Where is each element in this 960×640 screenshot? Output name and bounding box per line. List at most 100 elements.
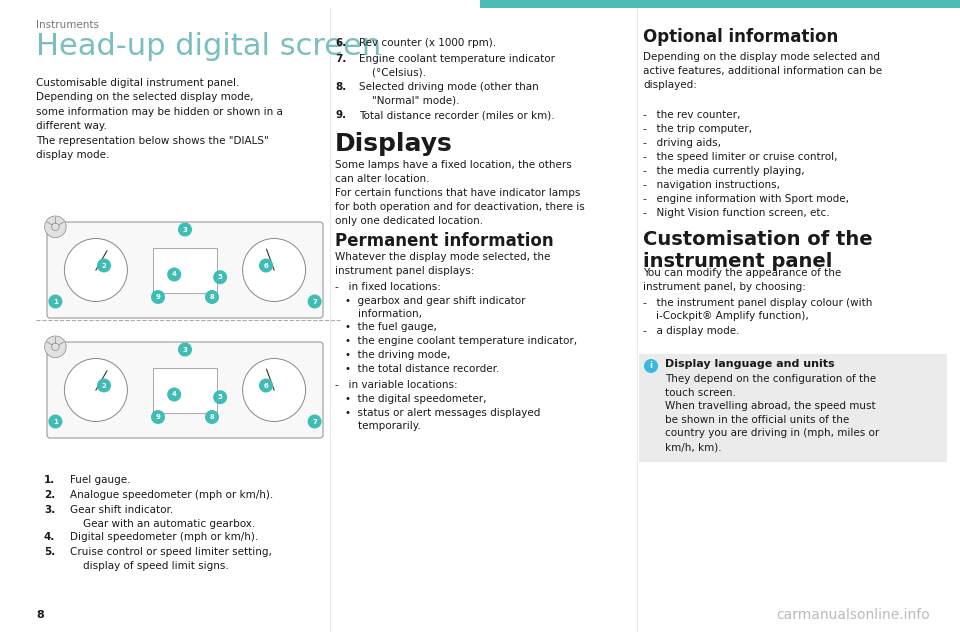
Text: •  the fuel gauge,: • the fuel gauge, — [345, 322, 437, 332]
Text: 7: 7 — [312, 298, 317, 305]
Text: 5: 5 — [218, 394, 223, 400]
Text: •  the driving mode,: • the driving mode, — [345, 350, 450, 360]
Text: Analogue speedometer (mph or km/h).: Analogue speedometer (mph or km/h). — [70, 490, 274, 500]
Text: -   the instrument panel display colour (with
    i-Cockpit® Amplify function),: - the instrument panel display colour (w… — [643, 298, 873, 321]
Text: 4: 4 — [172, 271, 177, 278]
Text: Instruments: Instruments — [36, 20, 99, 30]
Text: 9: 9 — [156, 294, 160, 300]
Text: Fuel gauge.: Fuel gauge. — [70, 475, 131, 485]
Text: 9: 9 — [156, 414, 160, 420]
Text: -   driving aids,: - driving aids, — [643, 138, 721, 148]
Circle shape — [205, 290, 219, 304]
Text: Engine coolant temperature indicator
    (°Celsius).: Engine coolant temperature indicator (°C… — [359, 54, 555, 77]
Text: Customisable digital instrument panel.
Depending on the selected display mode,
s: Customisable digital instrument panel. D… — [36, 78, 283, 160]
Text: •  the total distance recorder.: • the total distance recorder. — [345, 364, 499, 374]
Text: Depending on the display mode selected and
active features, additional informati: Depending on the display mode selected a… — [643, 52, 882, 90]
Text: •  the digital speedometer,: • the digital speedometer, — [345, 394, 487, 404]
Text: •  the engine coolant temperature indicator,: • the engine coolant temperature indicat… — [345, 336, 577, 346]
Text: 2: 2 — [102, 383, 107, 388]
Text: 4.: 4. — [44, 532, 56, 542]
Text: 5.: 5. — [44, 547, 56, 557]
Circle shape — [64, 358, 128, 422]
Circle shape — [178, 223, 192, 237]
Text: -   the rev counter,: - the rev counter, — [643, 110, 740, 120]
Text: -   a display mode.: - a display mode. — [643, 326, 739, 336]
Circle shape — [151, 410, 165, 424]
Text: -   in variable locations:: - in variable locations: — [335, 380, 458, 390]
Text: Permanent information: Permanent information — [335, 232, 554, 250]
Text: 8: 8 — [209, 294, 214, 300]
Text: Cruise control or speed limiter setting,
    display of speed limit signs.: Cruise control or speed limiter setting,… — [70, 547, 272, 571]
Circle shape — [167, 387, 181, 401]
Circle shape — [167, 268, 181, 282]
Text: Rev counter (x 1000 rpm).: Rev counter (x 1000 rpm). — [359, 38, 496, 48]
Circle shape — [52, 223, 60, 230]
Text: 3: 3 — [182, 346, 187, 353]
Text: -   engine information with Sport mode,: - engine information with Sport mode, — [643, 194, 849, 204]
Circle shape — [178, 342, 192, 356]
Text: •  gearbox and gear shift indicator
    information,: • gearbox and gear shift indicator infor… — [345, 296, 525, 319]
Text: •  status or alert messages displayed
    temporarily.: • status or alert messages displayed tem… — [345, 408, 540, 431]
Text: 6: 6 — [264, 383, 269, 388]
Circle shape — [44, 336, 66, 358]
Text: -   in fixed locations:: - in fixed locations: — [335, 282, 441, 292]
Text: Some lamps have a fixed location, the others
can alter location.
For certain fun: Some lamps have a fixed location, the ot… — [335, 160, 585, 226]
Circle shape — [64, 239, 128, 301]
Text: Display language and units: Display language and units — [665, 359, 834, 369]
Text: 3: 3 — [182, 227, 187, 232]
Bar — [639, 354, 947, 462]
Text: 8: 8 — [36, 610, 44, 620]
Circle shape — [52, 343, 60, 351]
Text: 6: 6 — [264, 262, 269, 269]
Text: -   the speed limiter or cruise control,: - the speed limiter or cruise control, — [643, 152, 837, 162]
Text: 7.: 7. — [335, 54, 347, 64]
Circle shape — [213, 270, 228, 284]
Circle shape — [48, 294, 62, 308]
Text: 6.: 6. — [335, 38, 347, 48]
Circle shape — [307, 294, 322, 308]
Text: 9.: 9. — [335, 110, 347, 120]
Text: 1: 1 — [53, 419, 58, 424]
Text: 2: 2 — [102, 262, 107, 269]
Text: 3.: 3. — [44, 505, 56, 515]
Circle shape — [44, 216, 66, 237]
Text: Customisation of the
instrument panel: Customisation of the instrument panel — [643, 230, 873, 271]
Circle shape — [97, 259, 111, 273]
Circle shape — [243, 239, 305, 301]
Text: Displays: Displays — [335, 132, 453, 156]
Circle shape — [151, 290, 165, 304]
Circle shape — [644, 359, 658, 373]
Text: i: i — [650, 362, 653, 371]
Text: They depend on the configuration of the
touch screen.
When travelling abroad, th: They depend on the configuration of the … — [665, 374, 879, 452]
Text: -   navigation instructions,: - navigation instructions, — [643, 180, 780, 190]
Text: Whatever the display mode selected, the
instrument panel displays:: Whatever the display mode selected, the … — [335, 252, 550, 276]
Text: -   Night Vision function screen, etc.: - Night Vision function screen, etc. — [643, 208, 829, 218]
Text: Digital speedometer (mph or km/h).: Digital speedometer (mph or km/h). — [70, 532, 258, 542]
Circle shape — [259, 378, 273, 392]
Text: 7: 7 — [312, 419, 317, 424]
FancyBboxPatch shape — [47, 342, 323, 438]
Circle shape — [213, 390, 228, 404]
Bar — [153, 367, 217, 413]
Text: carmanualsonline.info: carmanualsonline.info — [777, 608, 930, 622]
Text: -   the media currently playing,: - the media currently playing, — [643, 166, 804, 176]
Circle shape — [243, 358, 305, 422]
Circle shape — [97, 378, 111, 392]
Text: Gear shift indicator.
    Gear with an automatic gearbox.: Gear shift indicator. Gear with an autom… — [70, 505, 255, 529]
Circle shape — [205, 410, 219, 424]
Text: 1.: 1. — [44, 475, 56, 485]
Text: -   the trip computer,: - the trip computer, — [643, 124, 752, 134]
Text: 8.: 8. — [335, 82, 347, 92]
Text: Optional information: Optional information — [643, 28, 838, 46]
Text: Head-up digital screen: Head-up digital screen — [36, 32, 381, 61]
FancyBboxPatch shape — [47, 222, 323, 318]
Bar — [153, 248, 217, 292]
Circle shape — [307, 415, 322, 429]
Text: 4: 4 — [172, 392, 177, 397]
Text: 5: 5 — [218, 274, 223, 280]
Circle shape — [259, 259, 273, 273]
Text: 1: 1 — [53, 298, 58, 305]
Circle shape — [48, 415, 62, 429]
Text: 8: 8 — [209, 414, 214, 420]
Text: Selected driving mode (other than
    "Normal" mode).: Selected driving mode (other than "Norma… — [359, 82, 539, 106]
